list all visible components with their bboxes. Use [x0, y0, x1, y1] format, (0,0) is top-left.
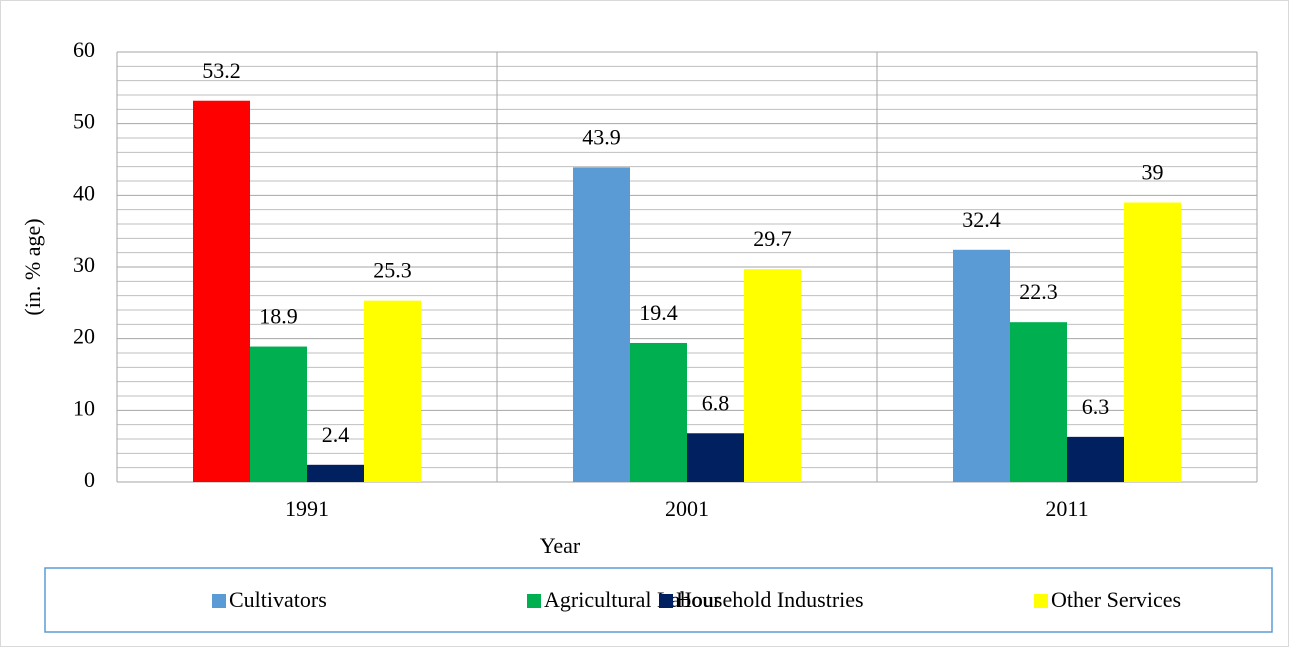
bar — [687, 433, 744, 482]
x-tick-label: 2001 — [665, 496, 709, 521]
bar — [1067, 436, 1124, 482]
data-label: 39 — [1142, 160, 1164, 185]
legend-label: Other Services — [1051, 587, 1181, 612]
legend-label: Cultivators — [229, 587, 327, 612]
data-label: 53.2 — [202, 58, 241, 83]
legend-label: Household Industries — [676, 587, 864, 612]
bar — [953, 249, 1010, 482]
legend-swatch — [527, 594, 541, 608]
y-tick-label: 50 — [73, 109, 95, 134]
bar — [307, 464, 364, 482]
data-label: 43.9 — [582, 124, 621, 149]
data-label: 22.3 — [1019, 279, 1058, 304]
data-label: 32.4 — [962, 207, 1001, 232]
bar — [744, 269, 801, 482]
data-label: 25.3 — [373, 258, 412, 283]
data-label: 29.7 — [753, 226, 792, 251]
x-tick-label: 2011 — [1045, 496, 1088, 521]
legend-label: Agricultural Labour — [544, 587, 721, 612]
y-tick-label: 10 — [73, 395, 95, 420]
y-tick-label: 0 — [84, 467, 95, 492]
data-label: 18.9 — [259, 304, 298, 329]
bar — [364, 300, 421, 482]
legend-swatch — [1034, 594, 1048, 608]
x-tick-label: 1991 — [285, 496, 329, 521]
legend-swatch — [212, 594, 226, 608]
data-label: 2.4 — [322, 422, 350, 447]
bar — [573, 167, 630, 482]
y-axis-label: (in. % age) — [20, 218, 45, 315]
data-label: 19.4 — [639, 300, 678, 325]
data-label: 6.3 — [1082, 394, 1110, 419]
bar — [1010, 322, 1067, 482]
legend-box — [44, 567, 1273, 633]
y-tick-label: 60 — [73, 37, 95, 62]
bar — [1124, 202, 1181, 482]
y-tick-label: 40 — [73, 180, 95, 205]
bar — [630, 342, 687, 482]
bar — [193, 100, 250, 482]
y-tick-label: 20 — [73, 324, 95, 349]
y-tick-label: 30 — [73, 252, 95, 277]
legend-swatch — [659, 594, 673, 608]
bar — [250, 346, 307, 482]
x-axis-label: Year — [540, 533, 581, 558]
data-label: 6.8 — [702, 390, 730, 415]
